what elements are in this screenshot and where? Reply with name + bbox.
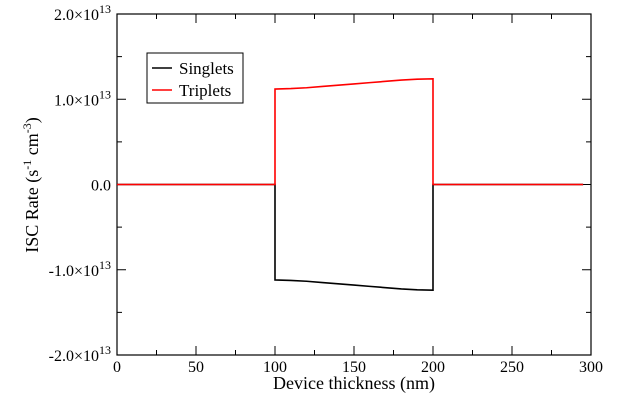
legend-label-singlets: Singlets bbox=[179, 59, 234, 78]
y-axis-label-sup1: -1 bbox=[20, 160, 34, 170]
series-layer bbox=[117, 77, 584, 292]
x-axis-label: Device thickness (nm) bbox=[273, 373, 435, 394]
series-line-triplets bbox=[117, 77, 584, 186]
y-tick-label: 0.0 bbox=[91, 178, 111, 195]
legend-box bbox=[146, 52, 244, 104]
y-tick-label: 1.0×1013 bbox=[54, 87, 111, 109]
x-tick-label: 300 bbox=[579, 359, 603, 376]
x-tick-label: 200 bbox=[421, 359, 445, 376]
y-tick-label: 2.0×1013 bbox=[54, 2, 111, 24]
legend-label-triplets: Triplets bbox=[179, 81, 231, 100]
x-tick-label: 150 bbox=[342, 359, 366, 376]
legend: Singlets Triplets bbox=[146, 52, 244, 104]
series-line-singlets bbox=[117, 183, 584, 292]
y-tick-label: -1.0×1013 bbox=[49, 258, 111, 280]
y-axis-label-sup2: -3 bbox=[20, 123, 34, 133]
y-tick-labels: 2.0×1013 1.0×1013 0.0 -1.0×1013 -2.0×1013 bbox=[49, 2, 111, 365]
x-tick-label: 50 bbox=[188, 359, 204, 376]
y-axis-label: ISC Rate (s-1 cm-3) bbox=[20, 117, 43, 253]
x-tick-labels: 0 50 100 150 200 250 300 bbox=[113, 359, 603, 376]
y-tick-label: -2.0×1013 bbox=[49, 343, 111, 365]
axis-ticks bbox=[116, 13, 592, 356]
x-tick-label: 250 bbox=[500, 359, 524, 376]
x-tick-label: 100 bbox=[263, 359, 287, 376]
x-tick-label: 0 bbox=[113, 359, 121, 376]
